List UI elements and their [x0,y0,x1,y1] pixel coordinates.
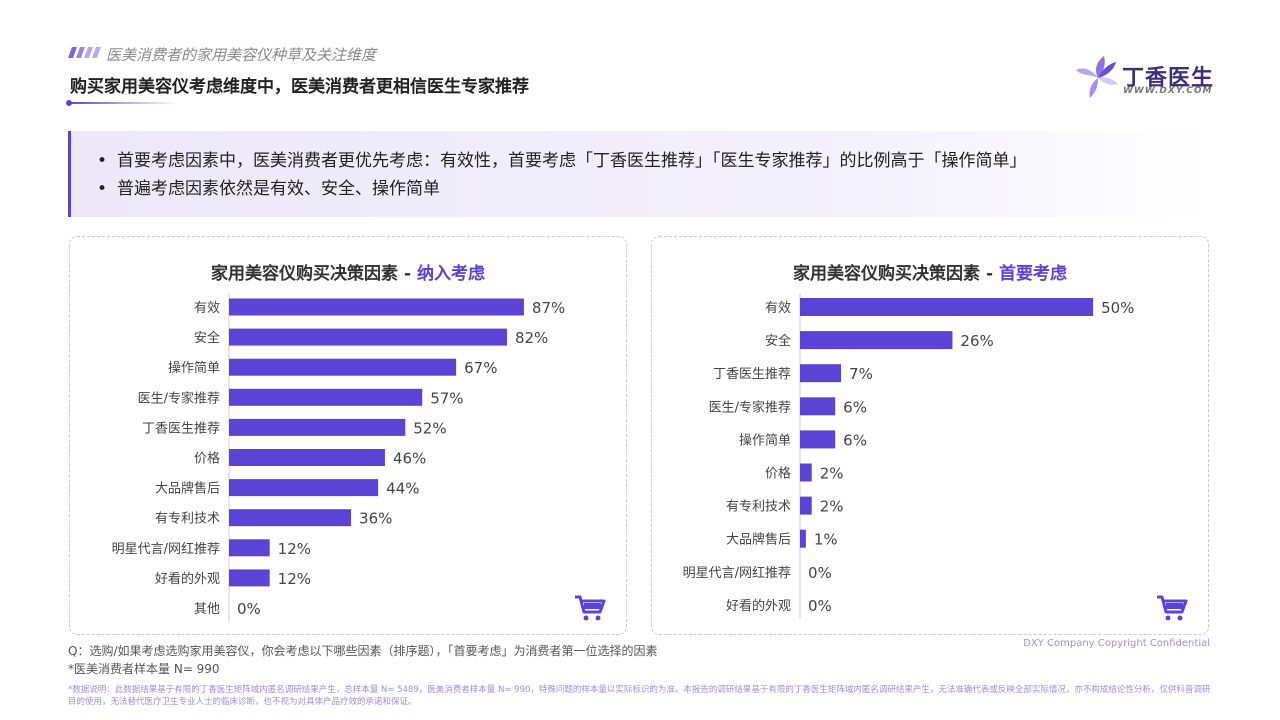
logo-name: 丁香医生 [1122,66,1215,91]
shopping-cart-icon [1157,595,1188,621]
category-label: 有专利技术 [155,512,220,527]
value-label: 7% [849,365,873,383]
chart-title-accent: 纳入考虑 [416,264,485,284]
category-label: 明星代言/网红推荐 [683,565,791,581]
value-label: 2% [820,498,844,516]
summary-box: 首要考虑因素中，医美消费者更优先考虑：有效性，首要考虑「丁香医生推荐」「医生专家… [68,131,1210,217]
value-label: 52% [413,419,446,437]
category-label: 其他 [194,602,220,617]
value-label: 0% [808,564,832,582]
value-label: 26% [960,332,993,350]
category-label: 价格 [194,451,220,467]
summary-point: 首要考虑因素中，医美消费者更优先考虑：有效性，首要考虑「丁香医生推荐」「医生专家… [97,147,1210,175]
category-label: 有效 [194,301,220,316]
bar [229,358,457,376]
chart-title-prefix: 家用美容仪购买决策因素 - [793,264,999,284]
bar [800,331,953,350]
category-label: 医生/专家推荐 [709,399,791,415]
category-label: 操作简单 [168,360,220,376]
value-label: 36% [359,510,392,528]
value-label: 1% [814,531,838,549]
value-label: 50% [1101,299,1134,317]
category-label: 明星代言/网红推荐 [112,541,220,557]
value-label: 44% [386,480,419,498]
header-decoration [67,47,102,58]
dxy-logo-icon [1076,56,1118,98]
value-label: 46% [393,450,426,468]
bar [229,328,507,346]
bar [229,569,270,587]
value-label: 0% [808,597,832,615]
page-title: 购买家用美容仪考虑维度中，医美消费者更相信医生专家推荐 [70,77,529,97]
value-label: 2% [820,465,844,483]
chart-title: 家用美容仪购买决策因素 - 首要考虑 [652,259,1208,284]
bar [800,298,1094,316]
category-label: 安全 [194,330,220,346]
category-label: 好看的外观 [726,598,791,614]
category-label: 操作简单 [739,432,791,448]
category-label: 丁香医生推荐 [142,421,220,436]
category-label: 好看的外观 [155,571,220,587]
bar [229,388,423,406]
bar [800,496,812,515]
bar [229,539,270,557]
bar [229,298,524,316]
value-label: 82% [515,329,548,347]
category-label: 有专利技术 [726,500,791,515]
category-label: 大品牌售后 [155,481,220,497]
category-label: 丁香医生推荐 [713,367,791,382]
bar [800,529,806,548]
category-label: 有效 [765,301,791,316]
value-label: 12% [278,570,311,588]
value-label: 6% [843,431,867,449]
category-label: 安全 [765,333,791,349]
data-note: *数据说明：此数据结果基于有限的丁香医生矩阵域内匿名调研结果产生，总样本量 N=… [68,685,1211,707]
page-subtitle: 医美消费者的家用美容仪种草及关注维度 [106,46,377,64]
bar [229,418,406,436]
chart-title-accent: 首要考虑 [998,264,1067,284]
bar [800,463,812,482]
value-label: 87% [532,299,565,317]
bar [800,397,836,416]
bar [229,449,385,466]
logo-url: WWW.DXY.COM [1123,86,1213,96]
copyright: DXY Company Copyright Confidential [1023,638,1210,649]
survey-question: Q：选购/如果考虑选购家用美容仪，你会考虑以下哪些因素（排序题），「首要考虑」为… [68,644,658,658]
sample-size: *医美消费者样本量 N= 990 [68,662,220,676]
value-label: 67% [464,359,497,377]
value-label: 0% [237,600,261,618]
chart-title: 家用美容仪购买决策因素 - 纳入考虑 [70,259,626,284]
shopping-cart-icon [575,595,606,621]
value-label: 12% [278,540,311,558]
summary-point: 普遍考虑因素依然是有效、安全、操作简单 [97,175,1210,203]
bar [229,509,352,527]
bar-chart-consider: 有效 87% 安全 82% 操作简单 67% 医生/专家推荐 57% 丁香医生推荐 52% 价格 46… [112,293,565,622]
chart-panel-consider: 家用美容仪购买决策因素 - 纳入考虑 有效 87% 安全 82% 操作简单 67% 医生/专… [69,236,627,635]
chart-panel-primary: 家用美容仪购买决策因素 - 首要考虑 有效 50% 安全 26% 丁香医生推荐 7% 医生/… [651,236,1209,635]
bar [229,479,379,497]
bar [800,364,842,383]
value-label: 57% [430,389,463,407]
chart-title-prefix: 家用美容仪购买决策因素 - [211,264,417,284]
bar-chart-primary: 有效 50% 安全 26% 丁香医生推荐 7% 医生/专家推荐 6% 操作简单 6% 价格 2% 有专利… [683,293,1134,619]
category-label: 医生/专家推荐 [138,390,220,406]
bar [800,430,836,449]
title-underline [66,100,178,106]
value-label: 6% [843,398,867,416]
category-label: 大品牌售后 [726,532,791,548]
category-label: 价格 [765,466,791,482]
